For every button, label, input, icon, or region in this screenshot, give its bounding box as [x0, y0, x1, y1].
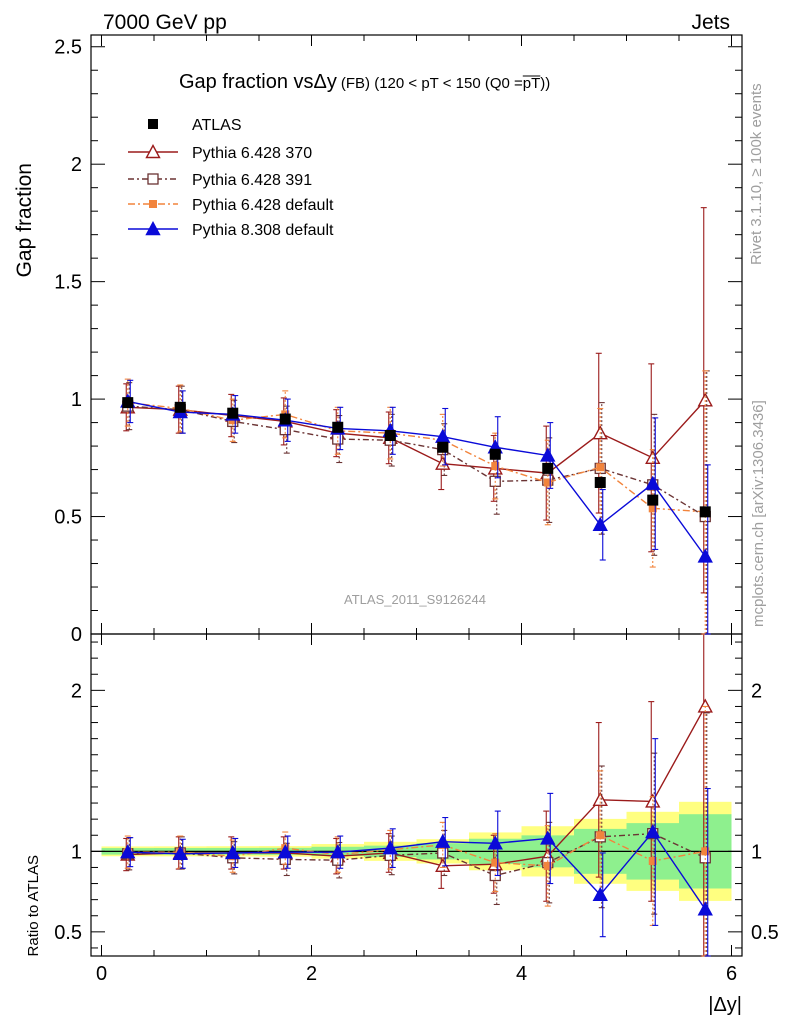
series-4-point [592, 516, 608, 531]
atlas-data-point [332, 421, 344, 433]
series-4-ratio-point [592, 886, 608, 902]
x-tick-label: 4 [516, 963, 527, 985]
chart-title: Gap fraction vsΔy (FB) (120 < pT < 150 (Q… [179, 71, 550, 93]
y-tick-label: 1 [71, 389, 82, 411]
legend-marker [145, 144, 161, 159]
series-4-ratio-line [127, 830, 706, 910]
atlas-data-point [437, 441, 449, 453]
legend: ATLAS Pythia 6.428 370 Pythia 6.428 391 Pyt… [128, 117, 334, 239]
atlas-data-point [227, 407, 239, 419]
series-3-line [127, 401, 706, 513]
series-1-point [697, 392, 713, 407]
ratio-y-tick-label-right: 1 [751, 841, 762, 863]
series-3-ratio-point [543, 861, 552, 870]
series-3-ratio-point [596, 831, 605, 840]
x-axis-label: |Δy| [708, 994, 742, 1016]
series-4-ratio-point [277, 844, 293, 859]
series-4-ratio-point [645, 824, 661, 839]
atlas-data-point [647, 494, 659, 506]
atlas-data-point [279, 413, 291, 425]
y-tick-label: 2.5 [54, 37, 82, 59]
legend-label: Pythia 6.428 default [192, 197, 334, 214]
series-4-ratio-point [120, 844, 136, 859]
series-2-point [332, 433, 344, 445]
series-4-point [540, 447, 556, 462]
rivet-label: Rivet 3.1.10, ≥ 100k events [748, 83, 765, 265]
series-3-ratio-line [127, 834, 706, 867]
series-4-ratio-point [330, 844, 346, 859]
atlas-data-point [489, 448, 501, 460]
y-axis-label-ratio: Ratio to ATLAS [25, 855, 42, 956]
header-right: Jets [691, 11, 730, 34]
y-tick-label-zero: 0 [71, 624, 82, 646]
mcplots-label: mcplots.cern.ch [arXiv:1306.3436] [750, 400, 767, 627]
ratio-y-tick-label: 2 [71, 680, 82, 702]
y-axis-label-main: Gap fraction [13, 163, 36, 277]
watermark: ATLAS_2011_S9126244 [344, 592, 486, 607]
legend-label: Pythia 6.428 391 [192, 172, 312, 189]
series-3-point [543, 478, 552, 487]
atlas-data-point [699, 506, 711, 518]
series-4-ratio-point [487, 835, 503, 850]
y-tick-label: 2 [71, 154, 82, 176]
series-3-point [648, 504, 657, 513]
ratio-y-tick-label-right: 0.5 [751, 922, 779, 944]
y-tick-label: 1.5 [54, 272, 82, 294]
series-3-ratio-point [701, 847, 710, 856]
legend-label-atlas: ATLAS [192, 117, 242, 134]
atlas-data-point [122, 397, 134, 409]
plot-layer: 0 2 4 6 0.5 1 1.5 2 2.5 0 0.5 0.5 1 1 2 2 [54, 34, 779, 985]
series-1-point [435, 455, 451, 470]
series-4-line [127, 400, 706, 557]
atlas-data-point [594, 476, 606, 488]
series-4-ratio-point [382, 840, 398, 855]
legend-marker [147, 173, 159, 185]
x-tick-label: 6 [726, 963, 737, 985]
main-frame [90, 34, 743, 635]
series-4-point [697, 548, 713, 563]
atlas-data-point [174, 401, 186, 413]
series-4-point [645, 475, 661, 490]
series-4-ratio-point [172, 845, 188, 860]
y-tick-label: 0.5 [54, 507, 82, 529]
ratio-frame [90, 633, 743, 957]
x-tick-label: 2 [306, 963, 317, 985]
series-4-ratio-point [697, 901, 713, 916]
series-4-ratio-point [435, 833, 451, 848]
x-tick-label: 0 [96, 963, 107, 985]
series-3-ratio-point [491, 858, 500, 867]
legend-marker [145, 221, 161, 236]
series-1-line [127, 399, 706, 474]
series-2-line [127, 405, 706, 518]
series-2-ratio-line [127, 832, 706, 877]
series-3-ratio-point [648, 857, 657, 866]
series-4-ratio-point [540, 830, 556, 845]
atlas-data-point [384, 430, 396, 442]
legend-marker-atlas [148, 119, 158, 129]
header-left: 7000 GeV pp [103, 11, 227, 34]
legend-label: Pythia 8.308 default [192, 222, 334, 239]
series-4-ratio-point [225, 844, 241, 860]
series-3-point [491, 462, 500, 471]
ratio-y-tick-label-right: 2 [751, 680, 762, 702]
series-3-point [596, 463, 605, 472]
ratio-y-tick-label: 1 [71, 841, 82, 863]
atlas-data-point [542, 462, 554, 474]
legend-label: Pythia 6.428 370 [192, 145, 312, 162]
ratio-y-tick-label: 0.5 [54, 922, 82, 944]
legend-marker [149, 200, 157, 208]
